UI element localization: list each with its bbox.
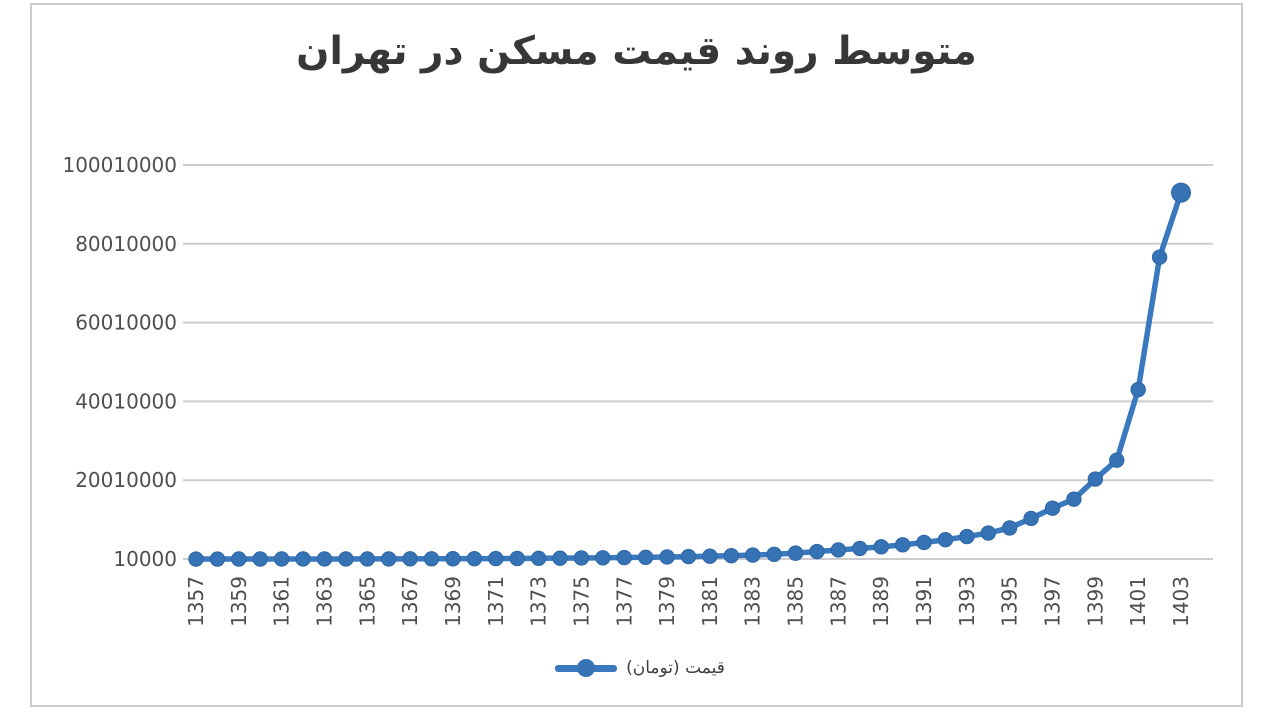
data-point-marker (680, 548, 697, 565)
x-tick-label: 1365 (355, 576, 379, 627)
x-tick-label: 1381 (698, 576, 722, 627)
data-point-marker (1066, 491, 1082, 507)
legend-series-label: قیمت (تومان) (626, 658, 725, 678)
data-point-marker (316, 551, 333, 567)
y-tick-label: 100010000 (62, 153, 177, 177)
data-point-marker (980, 525, 996, 541)
chart-frame: متوسط روند قیمت مسکن در تهران (30, 3, 1243, 707)
line-series-marker-icon (555, 659, 618, 677)
data-point-marker (445, 551, 461, 567)
data-point-marker (252, 551, 268, 567)
x-tick-label: 1367 (398, 576, 422, 627)
x-tick-label: 1395 (998, 576, 1022, 627)
x-tick-label: 1403 (1169, 576, 1193, 627)
data-point-marker (787, 545, 804, 561)
data-point-marker (916, 534, 932, 551)
chart-legend: قیمت (تومان) (0, 649, 1280, 687)
data-point-marker (188, 551, 204, 567)
y-tick-label: 20010000 (75, 468, 177, 492)
data-point-marker (745, 547, 761, 563)
data-point-marker (381, 551, 397, 567)
x-tick-label: 1379 (655, 576, 679, 627)
data-point-marker (959, 528, 975, 545)
x-tick-label: 1389 (869, 576, 893, 627)
data-point-marker (273, 551, 290, 567)
data-point-marker (616, 549, 632, 566)
data-point-marker (488, 550, 504, 567)
data-point-marker (338, 551, 354, 567)
data-point-marker (637, 549, 654, 565)
x-tick-label: 1383 (741, 576, 765, 627)
x-tick-label: 1397 (1041, 576, 1065, 627)
data-point-marker (809, 543, 825, 560)
x-tick-label: 1377 (612, 576, 636, 627)
y-tick-label: 10000 (113, 547, 177, 571)
data-point-marker (1109, 452, 1125, 468)
data-point-marker (509, 550, 525, 567)
data-point-marker (359, 551, 376, 567)
data-point-marker (702, 548, 718, 564)
data-point-marker (1151, 249, 1168, 265)
data-point-marker (209, 551, 226, 567)
x-tick-label: 1369 (441, 576, 465, 627)
x-tick-label: 1375 (569, 576, 593, 627)
data-point-marker (894, 537, 911, 553)
data-point-marker (466, 550, 483, 567)
data-point-marker (873, 539, 889, 555)
x-tick-label: 1387 (826, 576, 850, 627)
data-point-marker (1087, 471, 1104, 487)
data-point-marker (830, 542, 847, 558)
x-tick-label: 1357 (184, 576, 208, 627)
data-point-marker (402, 551, 418, 567)
y-tick-label: 60010000 (75, 311, 177, 335)
data-point-marker (1044, 500, 1061, 516)
x-tick-label: 1399 (1083, 576, 1107, 627)
data-point-marker (595, 550, 611, 566)
data-point-marker (1130, 381, 1146, 398)
y-tick-label: 80010000 (75, 232, 177, 256)
data-point-marker (937, 532, 954, 548)
x-tick-label: 1371 (484, 576, 508, 627)
data-point-marker (423, 551, 440, 567)
x-tick-label: 1385 (784, 576, 808, 627)
data-point-marker (573, 550, 590, 566)
x-tick-label: 1401 (1126, 576, 1150, 627)
data-point-marker (1023, 510, 1039, 527)
data-point-marker (659, 549, 675, 565)
data-point-marker (1171, 182, 1191, 203)
x-tick-label: 1393 (955, 576, 979, 627)
data-point-marker (295, 551, 311, 567)
data-point-marker (530, 550, 547, 567)
data-point-marker (231, 551, 247, 567)
data-point-marker (1001, 520, 1018, 536)
series-line (193, 189, 1184, 562)
marker-dot-icon (577, 659, 596, 677)
y-tick-label: 40010000 (75, 389, 177, 413)
x-tick-label: 1361 (270, 576, 294, 627)
x-tick-label: 1363 (312, 576, 336, 627)
chart-title: متوسط روند قیمت مسکن در تهران (296, 29, 977, 74)
x-tick-label: 1391 (912, 576, 936, 627)
data-point-marker (766, 546, 782, 563)
data-point-marker (723, 547, 740, 564)
data-point-marker (852, 540, 868, 557)
data-point-marker (552, 550, 568, 566)
x-tick-label: 1373 (527, 576, 551, 627)
x-tick-label: 1359 (227, 576, 251, 627)
